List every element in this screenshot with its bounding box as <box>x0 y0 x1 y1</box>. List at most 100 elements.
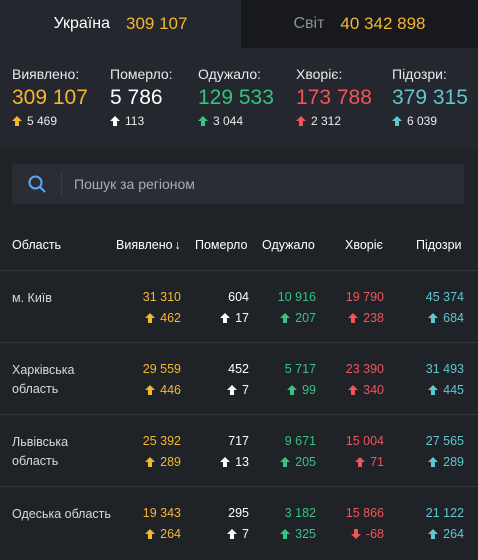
arrow-up-icon <box>110 116 120 126</box>
search-input[interactable] <box>62 176 464 192</box>
column-header-recovered[interactable]: Одужало <box>262 238 315 252</box>
cell-deaths: 295 7 <box>227 505 249 542</box>
arrow-up-icon <box>227 529 238 539</box>
cell-value: 31 493 <box>425 362 464 376</box>
arrow-up-icon <box>280 457 291 467</box>
cell-sick: 15 866 -68 <box>346 505 384 542</box>
column-header-sick[interactable]: Хворіє <box>345 238 383 252</box>
cell-delta: 99 <box>285 382 316 398</box>
cell-suspected: 45 374 684 <box>426 289 464 326</box>
stat-value: 309 107 <box>12 86 88 109</box>
cell-value: 3 182 <box>284 506 316 520</box>
cell-value: 9 671 <box>284 434 316 448</box>
cell-delta-value: 238 <box>363 311 384 325</box>
cell-delta: 289 <box>426 454 464 470</box>
tab-ukraine[interactable]: Україна 309 107 <box>0 0 241 48</box>
table-row[interactable]: м. Київ 31 310 462 604 17 10 916 207 19 790 238 4… <box>0 270 478 342</box>
cell-value: 23 390 <box>345 362 384 376</box>
cell-value: 31 310 <box>142 290 181 304</box>
cell-delta-value: -68 <box>365 527 384 541</box>
arrow-up-icon <box>145 385 156 395</box>
stat-label: Підозри: <box>392 66 447 82</box>
tab-ukraine-label: Україна <box>53 15 110 32</box>
cell-delta-value: 205 <box>295 455 316 469</box>
cell-delta-value: 289 <box>160 455 181 469</box>
stat-confirmed: Виявлено: 309 107 5 469 <box>12 66 88 128</box>
cell-delta: -68 <box>346 526 384 542</box>
stat-value: 129 533 <box>198 86 274 109</box>
cell-delta: 13 <box>220 454 249 470</box>
cell-value: 295 <box>228 506 249 520</box>
arrow-up-icon <box>280 529 291 539</box>
cell-confirmed: 25 392 289 <box>143 433 181 470</box>
tab-world[interactable]: Світ 40 342 898 <box>241 0 478 48</box>
stat-value: 379 315 <box>392 86 468 109</box>
tab-world-label: Світ <box>293 15 325 32</box>
cell-value: 5 717 <box>284 362 316 376</box>
region-name: Львівська область <box>12 435 69 468</box>
cell-delta-value: 13 <box>235 455 249 469</box>
cell-delta-value: 17 <box>235 311 249 325</box>
table-row[interactable]: Одеська область 19 343 264 295 7 3 182 325 15 8… <box>0 486 478 558</box>
cell-delta-value: 289 <box>443 455 464 469</box>
column-header-suspected[interactable]: Підозри <box>416 238 462 252</box>
cell-recovered: 9 671 205 <box>280 433 316 470</box>
cell-value: 45 374 <box>425 290 464 304</box>
column-header-region[interactable]: Область <box>12 238 62 252</box>
cell-delta: 7 <box>227 526 249 542</box>
cell-recovered: 10 916 207 <box>278 289 316 326</box>
cell-delta-value: 446 <box>160 383 181 397</box>
arrow-up-icon <box>348 313 359 323</box>
region-name: м. Київ <box>12 291 52 305</box>
arrow-up-icon <box>428 385 439 395</box>
cell-value: 10 916 <box>277 290 316 304</box>
stat-recovered: Одужало: 129 533 3 044 <box>198 66 274 128</box>
stat-value: 5 786 <box>110 86 163 109</box>
cell-delta-value: 99 <box>302 383 316 397</box>
cell-delta: 340 <box>346 382 384 398</box>
search-bar[interactable] <box>12 164 464 204</box>
cell-delta-value: 207 <box>295 311 316 325</box>
stat-value: 173 788 <box>296 86 372 109</box>
stat-delta: 113 <box>110 114 173 128</box>
cell-delta: 7 <box>227 382 249 398</box>
cell-delta-value: 264 <box>443 527 464 541</box>
table-row[interactable]: Львівська область 25 392 289 717 13 9 671 205 1… <box>0 414 478 486</box>
cell-delta-value: 340 <box>363 383 384 397</box>
arrow-down-icon <box>350 529 361 539</box>
cell-value: 15 866 <box>345 506 384 520</box>
column-header-deaths[interactable]: Померло <box>195 238 248 252</box>
cell-value: 21 122 <box>425 506 464 520</box>
cell-delta-value: 684 <box>443 311 464 325</box>
arrow-up-icon <box>280 313 291 323</box>
table-row[interactable]: Харківська область 29 559 446 452 7 5 717 99 23… <box>0 342 478 414</box>
cell-deaths: 717 13 <box>220 433 249 470</box>
stat-label: Хворіє: <box>296 66 343 82</box>
arrow-up-icon <box>296 116 306 126</box>
column-header-confirmed[interactable]: Виявлено ↓ <box>116 238 181 252</box>
cell-value: 452 <box>228 362 249 376</box>
arrow-up-icon <box>198 116 208 126</box>
cell-delta: 289 <box>143 454 181 470</box>
cell-delta: 445 <box>426 382 464 398</box>
arrow-up-icon <box>428 313 439 323</box>
arrow-up-icon <box>392 116 402 126</box>
stat-delta-value: 3 044 <box>213 114 244 128</box>
stat-deaths: Померло: 5 786 113 <box>110 66 173 128</box>
cell-delta-value: 445 <box>443 383 464 397</box>
arrow-up-icon <box>145 529 156 539</box>
cell-delta-value: 7 <box>242 383 249 397</box>
cell-delta: 462 <box>143 310 181 326</box>
cell-suspected: 27 565 289 <box>426 433 464 470</box>
arrow-up-icon <box>220 457 231 467</box>
arrow-up-icon <box>428 529 439 539</box>
summary-panel: Виявлено: 309 107 5 469 Померло: 5 786 1… <box>0 48 478 148</box>
stat-label: Одужало: <box>198 66 262 82</box>
region-name: Одеська область <box>12 507 111 521</box>
cell-sick: 23 390 340 <box>346 361 384 398</box>
cell-value: 25 392 <box>142 434 181 448</box>
cell-delta-value: 462 <box>160 311 181 325</box>
cell-delta-value: 325 <box>295 527 316 541</box>
search-icon[interactable] <box>12 172 62 196</box>
cell-delta: 71 <box>346 454 384 470</box>
